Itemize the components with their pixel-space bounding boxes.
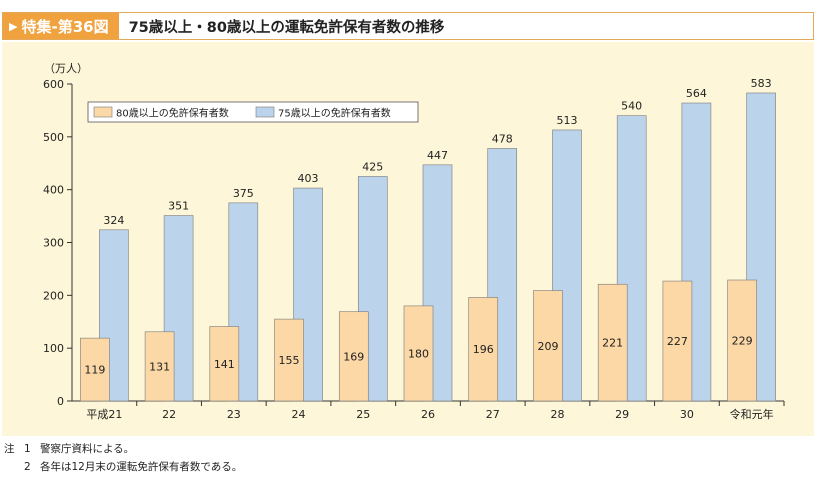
- figure-label-tag: ▶ 特集-第36図: [3, 13, 119, 39]
- bar-75-plus: [99, 229, 129, 402]
- data-label-75-plus: 324: [103, 214, 124, 227]
- x-tick-label: 30: [680, 408, 694, 421]
- notes: 注 1 警察庁資料による。 2 各年は12月末の運転免許保有者数である。: [4, 440, 242, 476]
- x-tick-label: 26: [421, 408, 435, 421]
- bar-80-plus: [662, 280, 693, 402]
- x-tick-label: 23: [227, 408, 241, 421]
- y-tick-label: 0: [57, 395, 64, 408]
- y-tick-label: 400: [43, 184, 64, 197]
- y-tick-label: 600: [43, 78, 64, 91]
- x-tick-label: 28: [550, 408, 564, 421]
- x-tick-label: 29: [615, 408, 629, 421]
- bar-80-plus: [533, 290, 563, 402]
- data-label-80-plus: 155: [279, 354, 300, 367]
- chart-panel: （万人） 0 100 200 300 400 500 600 324 119 平成21 351 131 2…: [2, 42, 814, 436]
- note-text: 警察庁資料による。: [40, 443, 135, 455]
- data-label-80-plus: 119: [84, 364, 105, 377]
- figure-header: ▶ 特集-第36図 75歳以上・80歳以上の運転免許保有者数の推移: [2, 12, 814, 40]
- data-label-75-plus: 540: [621, 100, 642, 113]
- x-tick-label: 24: [292, 408, 306, 421]
- legend-swatch-75-plus: [255, 106, 275, 118]
- data-label-80-plus: 229: [732, 335, 753, 348]
- data-label-80-plus: 221: [602, 337, 623, 350]
- figure-title: 75歳以上・80歳以上の運転免許保有者数の推移: [128, 19, 445, 36]
- note-prefix-spacer: [4, 458, 24, 476]
- data-label-75-plus: 478: [492, 132, 513, 145]
- data-label-75-plus: 513: [556, 114, 577, 127]
- figure-label: 特集-第36図: [21, 17, 109, 36]
- bar-80-plus: [274, 318, 304, 402]
- legend-label-75-plus: 75歳以上の免許保有者数: [278, 107, 391, 120]
- data-label-75-plus: 375: [233, 187, 254, 200]
- note-text: 各年は12月末の運転免許保有者数である。: [40, 461, 243, 473]
- data-label-80-plus: 196: [473, 343, 494, 356]
- data-label-80-plus: 227: [667, 335, 688, 348]
- legend-box: [87, 101, 419, 123]
- data-label-75-plus: 403: [298, 172, 319, 185]
- x-tick-label: 令和元年: [730, 407, 774, 421]
- bar-chart: （万人） 0 100 200 300 400 500 600 324 119 平成21 351 131 2…: [43, 62, 785, 421]
- bar-80-plus: [338, 311, 369, 402]
- data-label-75-plus: 583: [751, 77, 772, 90]
- legend-swatch-80-plus: [93, 106, 113, 118]
- note-prefix: 注: [4, 443, 15, 455]
- note-row-1: 注 1 警察庁資料による。: [4, 440, 242, 458]
- y-tick-label: 200: [43, 289, 64, 302]
- bar-80-plus: [403, 305, 434, 402]
- y-tick-label: 300: [43, 237, 64, 250]
- bar-80-plus: [468, 297, 499, 402]
- bar-80-plus: [597, 283, 628, 402]
- x-tick-label: 平成21: [86, 408, 122, 421]
- legend-label-80-plus: 80歳以上の免許保有者数: [116, 107, 229, 120]
- data-label-80-plus: 180: [408, 347, 429, 360]
- data-label-80-plus: 131: [149, 360, 170, 373]
- data-label-75-plus: 425: [362, 160, 383, 173]
- data-label-80-plus: 169: [343, 350, 364, 363]
- y-tick-label: 100: [43, 342, 64, 355]
- data-label-75-plus: 564: [686, 87, 707, 100]
- data-label-75-plus: 447: [427, 149, 448, 162]
- bar-80-plus: [209, 326, 240, 402]
- x-tick-label: 25: [356, 408, 370, 421]
- triangle-right-icon: ▶: [9, 19, 18, 33]
- data-label-80-plus: 209: [537, 340, 558, 353]
- x-tick-label: 22: [162, 408, 176, 421]
- x-tick-label: 27: [486, 408, 500, 421]
- y-axis-unit-label: （万人）: [44, 62, 88, 75]
- data-label-80-plus: 141: [214, 358, 235, 371]
- bar-80-plus: [144, 331, 175, 402]
- data-label-75-plus: 351: [168, 200, 189, 213]
- bar-80-plus: [80, 337, 110, 402]
- bar-80-plus: [727, 279, 757, 402]
- y-tick-label: 500: [43, 131, 64, 144]
- note-number: 1: [24, 443, 31, 455]
- note-number: 2: [24, 461, 31, 473]
- note-row-2: 2 各年は12月末の運転免許保有者数である。: [4, 458, 242, 476]
